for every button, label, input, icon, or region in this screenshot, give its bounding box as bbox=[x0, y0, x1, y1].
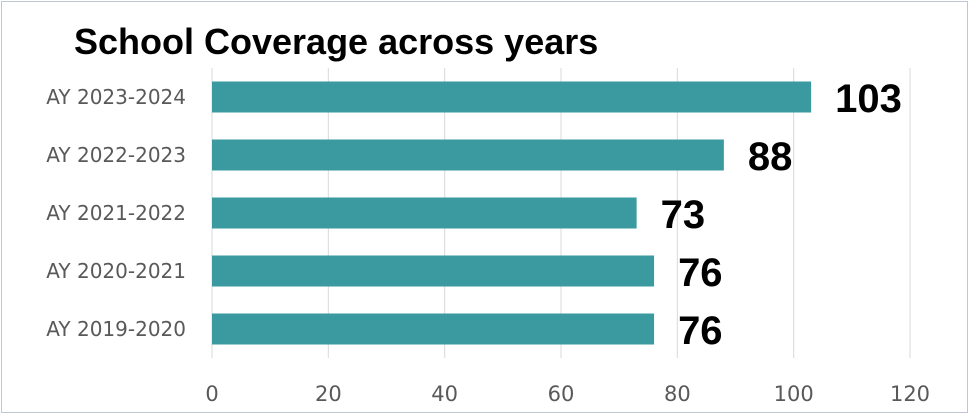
chart-title: School Coverage across years bbox=[74, 21, 598, 62]
x-tick-label: 60 bbox=[548, 382, 575, 406]
bars bbox=[212, 81, 812, 345]
bar bbox=[212, 197, 637, 229]
gridlines bbox=[211, 68, 911, 358]
category-label: AY 2020-2021 bbox=[46, 259, 186, 283]
bar bbox=[212, 139, 724, 171]
x-tick-label: 40 bbox=[431, 382, 458, 406]
category-labels: AY 2019-2020 AY 2020-2021 AY 2021-2022 AY 2… bbox=[46, 85, 186, 341]
bar bbox=[212, 255, 655, 287]
value-label: 103 bbox=[835, 77, 902, 121]
category-label: AY 2023-2024 bbox=[46, 85, 186, 109]
x-tick-label: 100 bbox=[774, 382, 814, 406]
value-label: 76 bbox=[678, 251, 723, 295]
x-tick-label: 80 bbox=[664, 382, 691, 406]
x-tick-label: 0 bbox=[205, 382, 218, 406]
value-label: 76 bbox=[678, 309, 723, 353]
category-label: AY 2021-2022 bbox=[46, 201, 186, 225]
category-label: AY 2022-2023 bbox=[46, 143, 186, 167]
value-label: 73 bbox=[661, 193, 706, 237]
value-label: 88 bbox=[748, 135, 793, 179]
bar bbox=[212, 81, 812, 113]
bar bbox=[212, 313, 655, 345]
category-label: AY 2019-2020 bbox=[46, 317, 186, 341]
x-axis-ticks: 0 20 40 60 80 100 120 bbox=[205, 382, 930, 406]
value-labels: 76 76 73 88 103 bbox=[661, 77, 902, 353]
x-tick-label: 120 bbox=[890, 382, 930, 406]
x-tick-label: 20 bbox=[315, 382, 342, 406]
